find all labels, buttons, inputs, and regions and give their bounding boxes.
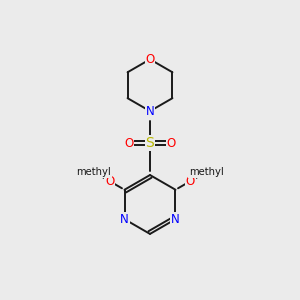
- Text: S: S: [146, 136, 154, 150]
- Text: methyl: methyl: [189, 167, 224, 177]
- Text: N: N: [146, 105, 154, 118]
- Text: O: O: [105, 175, 114, 188]
- Text: O: O: [186, 175, 195, 188]
- Text: methyl: methyl: [76, 167, 111, 177]
- Text: O: O: [146, 53, 154, 66]
- Text: N: N: [120, 213, 129, 226]
- Text: O: O: [124, 137, 134, 150]
- Text: O: O: [167, 137, 176, 150]
- Text: N: N: [171, 213, 180, 226]
